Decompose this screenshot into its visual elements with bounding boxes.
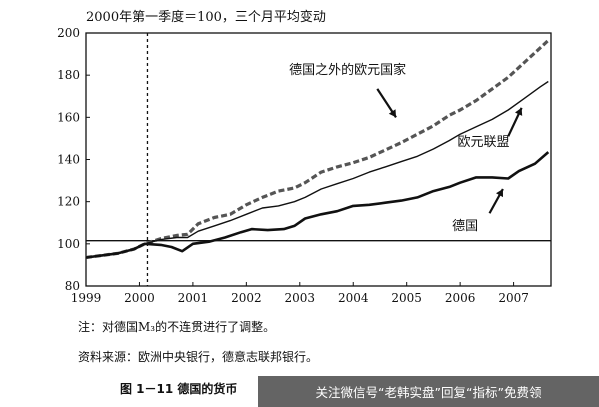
annotation-germany-arrowhead (496, 189, 503, 198)
x-axis: 1999 2000 2001 2002 2003 2004 2005 2006 2007 (71, 282, 529, 305)
y-tick-label: 100 (57, 237, 80, 251)
x-tick-label: 2006 (445, 291, 476, 305)
x-tick-label: 2000 (124, 291, 155, 305)
x-tick-label: 2005 (391, 291, 422, 305)
x-tick-label: 2007 (498, 291, 529, 305)
y-tick-label: 200 (57, 26, 80, 40)
series-germany-line (85, 151, 550, 259)
series-euro-area-line (85, 80, 549, 259)
adjustment-note: 注：对德国M₃的不连贯进行了调整。 (78, 320, 276, 334)
y-axis: 200 180 160 140 120 100 80 (57, 26, 90, 293)
chart-title: 2000年第一季度＝100，三个月平均变动 (86, 9, 326, 25)
x-tick-label: 2003 (285, 291, 316, 305)
y-tick-label: 120 (57, 195, 80, 209)
y-tick-label: 80 (65, 279, 80, 293)
y-tick-label: 180 (57, 68, 80, 82)
x-tick-label: 2004 (338, 291, 369, 305)
annotation-germany-label: 德国 (452, 219, 478, 234)
y-tick-label: 140 (57, 153, 80, 167)
annotation-euro-area-label: 欧元联盟 (457, 135, 509, 150)
source-note: 资料来源：欧洲中央银行，德意志联邦银行。 (78, 350, 319, 364)
x-tick-label: 1999 (71, 291, 102, 305)
x-tick-label: 2002 (231, 291, 262, 305)
watermark-banner: 关注微信号“老韩实盘”回复“指标”免费领 (258, 376, 599, 407)
figure-caption: 图 1－11 德国的货币 (120, 382, 238, 396)
series-layer (85, 39, 550, 260)
y-tick-label: 160 (57, 110, 80, 124)
series-outside-germany-line (85, 39, 550, 260)
x-tick-label: 2001 (178, 291, 209, 305)
annotation-euro-area-arrowhead (515, 107, 523, 116)
annotation-outside-germany-arrowhead (388, 109, 396, 118)
annotation-outside-germany-label: 德国之外的欧元国家 (289, 62, 406, 78)
